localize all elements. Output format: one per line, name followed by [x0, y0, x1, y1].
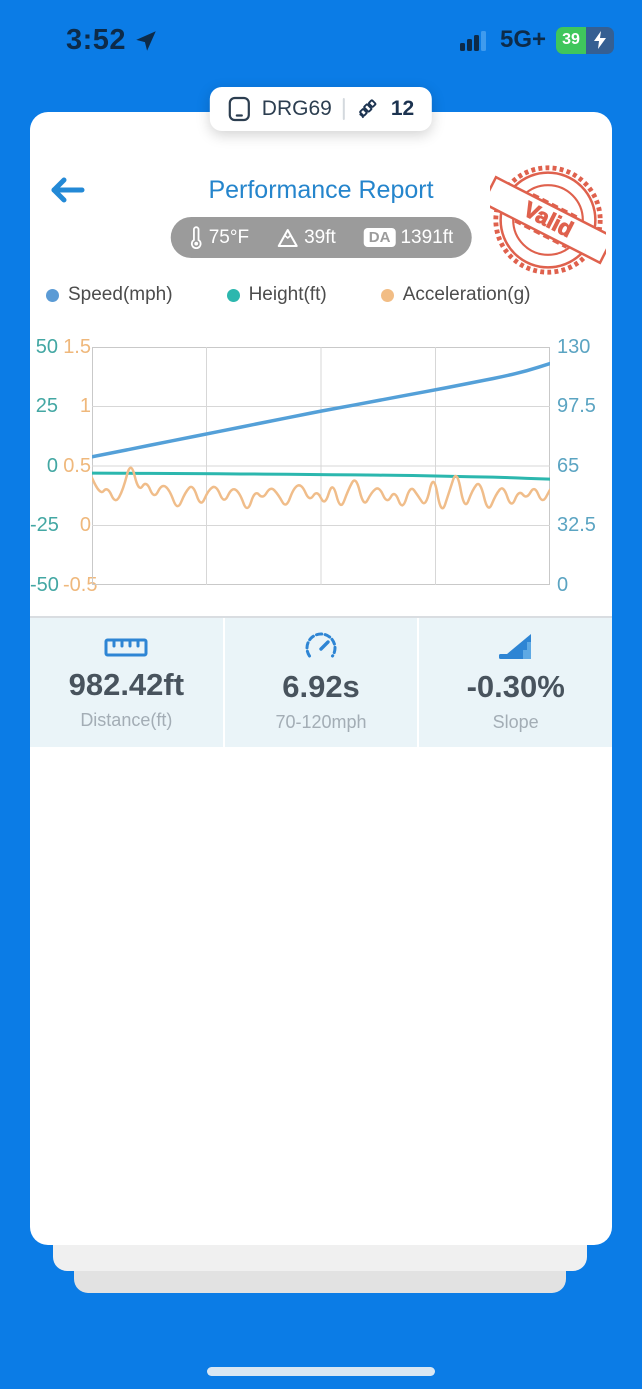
temperature-group: 75°F — [189, 225, 250, 250]
device-pill[interactable]: DRG69 12 — [209, 87, 433, 131]
card-stack-layer-1 — [53, 1245, 587, 1271]
right-axis-tick: 97.5 — [557, 395, 596, 417]
elevation-value: 39ft — [304, 226, 336, 248]
legend-label-acceleration: Acceleration(g) — [402, 284, 531, 305]
legend-item-speed[interactable]: Speed(mph) — [46, 284, 173, 306]
distance-value: 982.42ft — [68, 667, 185, 702]
mountain-icon — [277, 228, 299, 248]
card-stack-layer-2 — [74, 1271, 566, 1293]
report-card: Performance Report 75°F — [30, 112, 613, 1245]
status-bar-right: 5G+ 39 — [459, 26, 614, 54]
distance-label: Distance(ft) — [80, 710, 173, 730]
slope-label: Slope — [492, 712, 539, 732]
performance-chart — [92, 347, 550, 585]
acceleration-axis-tick: 1.5 — [63, 336, 91, 358]
right-axis-tick: 130 — [557, 336, 591, 358]
slope-value: -0.30% — [466, 669, 565, 704]
stats-strip: 982.42ft Distance(ft) 6.92s 70-120mph — [30, 618, 613, 747]
height-dot-icon — [226, 288, 240, 302]
environment-pill: 75°F 39ft DA 1391ft — [170, 217, 472, 258]
left-axis-tick: -25 — [30, 514, 59, 536]
stats-divider — [30, 616, 612, 618]
home-indicator[interactable] — [207, 1367, 435, 1376]
acceleration-axis-tick: -0.5 — [63, 574, 98, 596]
right-axis-tick: 32.5 — [557, 514, 596, 536]
left-axis-tick: 50 — [35, 336, 58, 358]
chart-legend: Speed(mph) Height(ft) Acceleration(g) — [46, 284, 530, 306]
slope-icon — [498, 632, 533, 662]
acceleration-axis-tick: 0.5 — [63, 455, 91, 477]
legend-label-speed: Speed(mph) — [68, 284, 173, 305]
left-axis-tick: 25 — [35, 395, 58, 417]
pill-divider — [342, 98, 345, 120]
back-button[interactable] — [44, 170, 90, 210]
valid-stamp: Valid — [490, 162, 606, 278]
legend-item-acceleration[interactable]: Acceleration(g) — [380, 284, 531, 306]
speed-line — [92, 361, 550, 459]
device-id-label: DRG69 — [261, 97, 332, 120]
acceleration-axis-tick: 0 — [79, 514, 91, 536]
stat-distance: 982.42ft Distance(ft) — [30, 618, 223, 747]
right-axis-tick: 0 — [557, 574, 569, 596]
left-axis-tick: 0 — [46, 455, 58, 477]
status-bar: 3:52 5G+ 39 — [0, 18, 642, 64]
time-label: 70-120mph — [275, 712, 367, 732]
right-axis-tick: 65 — [557, 455, 580, 477]
density-altitude-value: 1391ft — [400, 226, 454, 248]
network-type-label: 5G+ — [499, 26, 546, 53]
battery-icon: 39 — [556, 26, 614, 54]
clock-time: 3:52 — [66, 24, 127, 56]
device-icon — [228, 96, 251, 122]
density-altitude-group: DA 1391ft — [363, 226, 454, 249]
signal-bars-icon — [459, 28, 490, 52]
thermometer-icon — [189, 225, 204, 250]
location-arrow-icon — [133, 28, 159, 54]
chart-grid — [92, 347, 550, 585]
gauge-icon — [304, 632, 338, 662]
satellite-count: 12 — [390, 97, 415, 120]
legend-label-height: Height(ft) — [248, 284, 327, 305]
left-axis-tick: -50 — [30, 574, 59, 596]
legend-item-height[interactable]: Height(ft) — [226, 284, 327, 306]
time-value: 6.92s — [282, 669, 360, 704]
elevation-group: 39ft — [277, 227, 336, 249]
ruler-icon — [104, 634, 148, 660]
acceleration-line — [92, 466, 550, 510]
acceleration-axis-tick: 1 — [79, 395, 91, 417]
satellite-icon — [356, 97, 380, 121]
stat-slope: -0.30% Slope — [419, 618, 613, 747]
acceleration-dot-icon — [380, 288, 394, 302]
speed-dot-icon — [46, 288, 59, 302]
battery-percent: 39 — [556, 26, 586, 54]
page-title: Performance Report — [208, 176, 434, 204]
da-badge: DA — [363, 228, 396, 247]
height-line — [92, 471, 550, 481]
temperature-value: 75°F — [208, 226, 250, 248]
charging-bolt-icon — [586, 27, 614, 54]
stat-time: 6.92s 70-120mph — [224, 618, 418, 747]
